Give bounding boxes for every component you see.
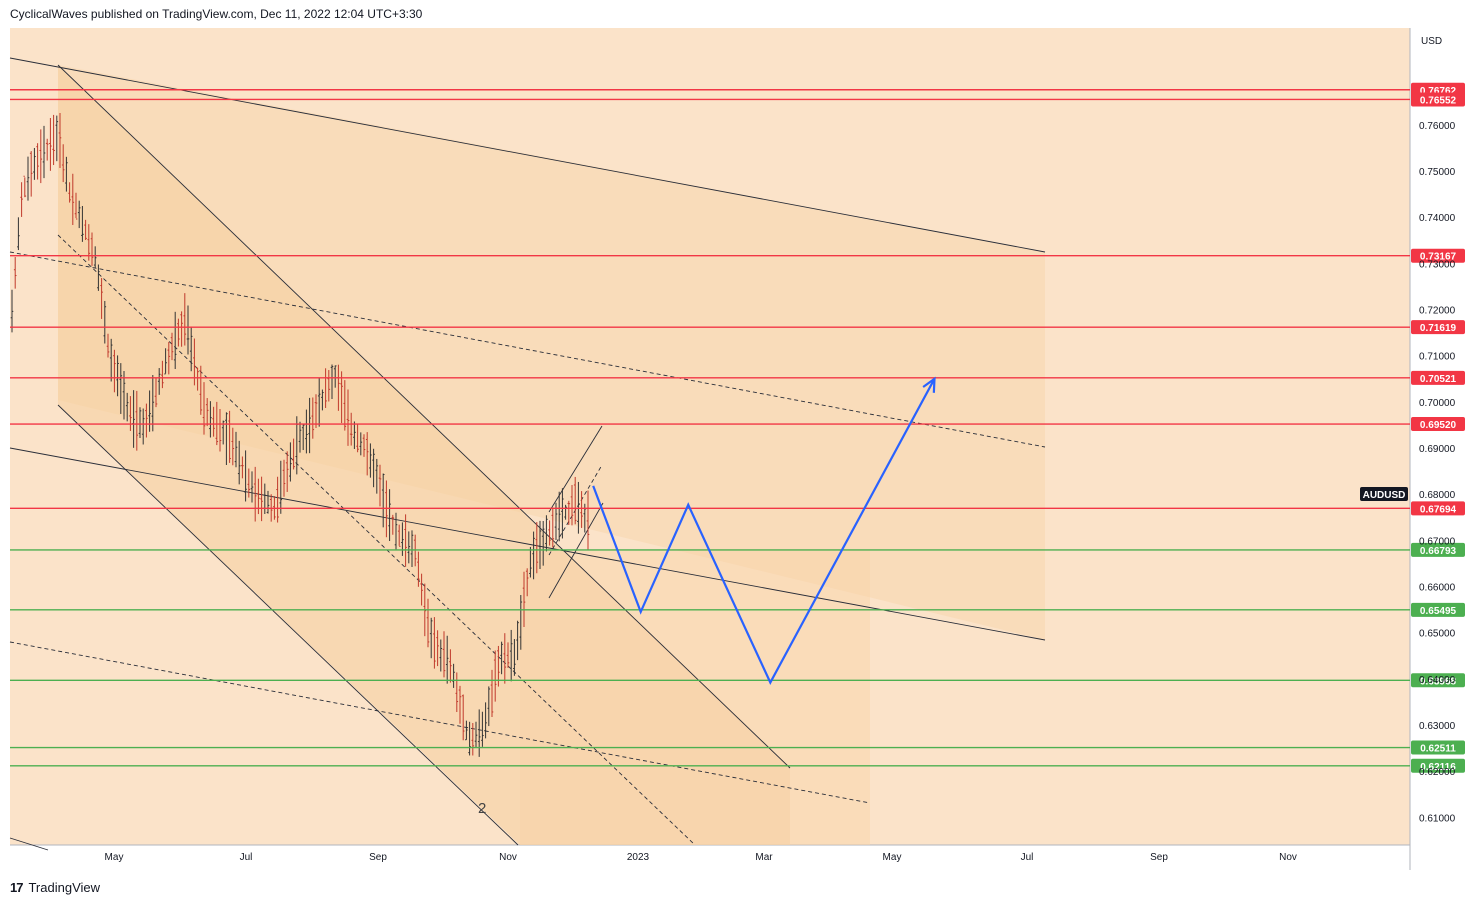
target-zone-fill: [520, 550, 870, 845]
x-tick-label: Mar: [755, 852, 773, 863]
footer-brand: TradingView: [28, 880, 101, 895]
resistance-price-tag: [1411, 370, 1465, 385]
resistance-price-tag: [1411, 92, 1465, 107]
x-tick-label: Sep: [369, 852, 387, 863]
axes: USD 0.61000 0.62000 0.63000 0.64000 0.65000 0.…: [105, 36, 1456, 863]
price-scale-area: [1410, 28, 1468, 870]
resistance-price-tag: [1411, 320, 1465, 335]
trendline-1: [9, 447, 1046, 641]
resistance-price-label: 0.76552: [1420, 95, 1457, 106]
x-tick-label: Nov: [499, 852, 517, 863]
trendline-4: [9, 837, 49, 851]
resistance-price-label: 0.71619: [1420, 323, 1457, 334]
support-price-label: 0.66793: [1420, 546, 1457, 557]
y-tick-label: 0.66000: [1419, 583, 1456, 594]
x-tick-label: Jul: [240, 852, 253, 863]
y-tick-label: 0.74000: [1419, 213, 1456, 224]
trendline-3: [57, 404, 519, 846]
support-price-tag: [1411, 602, 1465, 617]
y-tick-label: 0.70000: [1419, 398, 1456, 409]
time-scale-area: [10, 845, 1410, 870]
channel-fill-upper: [58, 65, 1045, 640]
projection-path: [592, 376, 936, 685]
y-tick-label: 0.63000: [1419, 721, 1456, 732]
support-price-label: 0.62116: [1420, 762, 1456, 773]
wave-label-2: 2: [478, 800, 486, 817]
y-tick-label: 0.69000: [1419, 444, 1456, 455]
resistance-price-label: 0.69520: [1420, 420, 1457, 431]
publish-attribution: CyclicalWaves published on TradingView.c…: [10, 7, 423, 21]
support-price-label: 0.65495: [1420, 606, 1457, 617]
y-tick-label: 0.68000: [1419, 490, 1456, 501]
trendline-2: [57, 64, 791, 769]
channel-fill-lower: [58, 65, 790, 845]
resistance-price-tag: [1411, 501, 1465, 516]
y-tick-label: 0.72000: [1419, 306, 1456, 317]
dashed-trendline-0: [9, 251, 1046, 448]
x-tick-label: Nov: [1279, 852, 1297, 863]
y-tick-label: 0.62000: [1419, 767, 1456, 778]
y-tick-label: 0.67000: [1419, 536, 1456, 547]
support-price-label: 0.62511: [1420, 744, 1456, 755]
y-tick-label: 0.64000: [1419, 675, 1456, 686]
y-tick-label: 0.76000: [1419, 121, 1456, 132]
resistance-price-tag: [1411, 248, 1465, 263]
trendline-6: [548, 425, 603, 513]
resistance-price-label: 0.73167: [1420, 252, 1457, 263]
x-tick-label: Sep: [1150, 852, 1168, 863]
y-tick-label: 0.73000: [1419, 259, 1456, 270]
dashed-trendline-1: [9, 641, 871, 804]
y-tick-label: 0.61000: [1419, 813, 1456, 824]
y-tick-label: 0.71000: [1419, 352, 1456, 363]
x-tick-label: Jul: [1021, 852, 1034, 863]
price-bars: [10, 113, 590, 757]
projection-line: [592, 378, 936, 685]
resistance-price-label: 0.70521: [1420, 374, 1457, 385]
x-tick-label: May: [883, 852, 902, 863]
chart-shading: [58, 65, 1045, 845]
projection-arrowhead: [922, 376, 936, 393]
currency-label: USD: [1421, 36, 1442, 47]
resistance-price-label: 0.76762: [1420, 86, 1457, 97]
support-price-tag: [1411, 758, 1465, 773]
support-price-tag: [1411, 740, 1465, 755]
y-tick-label: 0.75000: [1419, 167, 1456, 178]
support-price-tag: [1411, 542, 1465, 557]
x-tick-label: May: [105, 852, 124, 863]
symbol-label: AUDUSD: [1363, 490, 1406, 501]
resistance-price-label: 0.67694: [1420, 504, 1457, 515]
y-tick-label: 0.65000: [1419, 629, 1456, 640]
resistance-price-tag: [1411, 417, 1465, 432]
footer: 17 TradingView: [10, 880, 100, 895]
support-price-tag: [1411, 673, 1465, 688]
symbol-tag: [1360, 487, 1408, 501]
x-tick-label: 2023: [627, 852, 650, 863]
tradingview-logo-icon: 17: [10, 880, 24, 895]
support-price-label: 0.63968: [1420, 676, 1457, 687]
